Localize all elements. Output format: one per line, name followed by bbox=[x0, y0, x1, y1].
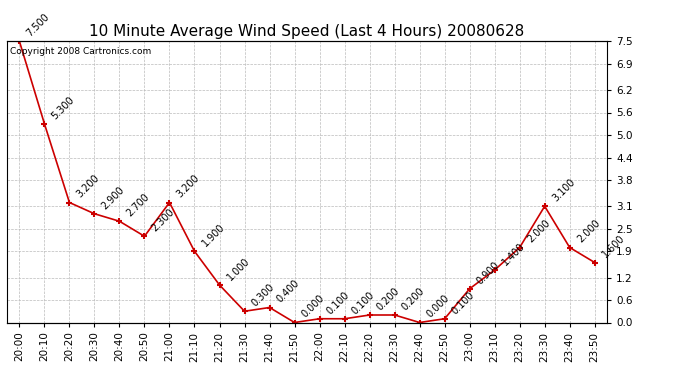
Text: 2.300: 2.300 bbox=[150, 207, 177, 234]
Text: 0.000: 0.000 bbox=[300, 293, 326, 320]
Text: 2.700: 2.700 bbox=[125, 192, 152, 219]
Text: 1.000: 1.000 bbox=[225, 256, 252, 282]
Text: 3.200: 3.200 bbox=[75, 173, 101, 200]
Text: 0.300: 0.300 bbox=[250, 282, 277, 309]
Text: 1.900: 1.900 bbox=[200, 222, 226, 249]
Title: 10 Minute Average Wind Speed (Last 4 Hours) 20080628: 10 Minute Average Wind Speed (Last 4 Hou… bbox=[90, 24, 524, 39]
Text: 5.300: 5.300 bbox=[50, 94, 77, 121]
Text: 0.200: 0.200 bbox=[375, 286, 402, 312]
Text: 0.100: 0.100 bbox=[450, 290, 477, 316]
Text: 0.400: 0.400 bbox=[275, 278, 302, 305]
Text: 2.000: 2.000 bbox=[525, 218, 552, 245]
Text: 3.100: 3.100 bbox=[550, 177, 577, 204]
Text: Copyright 2008 Cartronics.com: Copyright 2008 Cartronics.com bbox=[10, 47, 151, 56]
Text: 0.100: 0.100 bbox=[350, 290, 377, 316]
Text: 3.200: 3.200 bbox=[175, 173, 201, 200]
Text: 0.900: 0.900 bbox=[475, 260, 502, 286]
Text: 0.100: 0.100 bbox=[325, 290, 352, 316]
Text: 7.500: 7.500 bbox=[25, 12, 52, 39]
Text: 1.600: 1.600 bbox=[600, 233, 627, 260]
Text: 2.000: 2.000 bbox=[575, 218, 602, 245]
Text: 0.200: 0.200 bbox=[400, 286, 426, 312]
Text: 1.400: 1.400 bbox=[500, 241, 526, 267]
Text: 2.900: 2.900 bbox=[100, 184, 126, 211]
Text: 0.000: 0.000 bbox=[425, 293, 452, 320]
